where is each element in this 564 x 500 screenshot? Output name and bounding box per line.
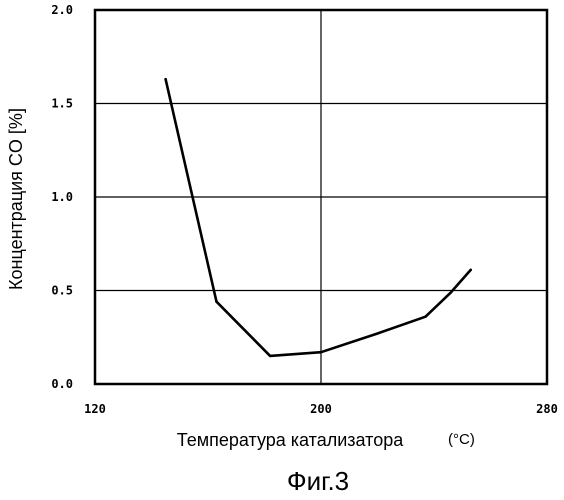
data-point-3 [320,351,322,353]
y-tick-labels: 0.0 0.5 1.0 1.5 2.0 [51,3,73,391]
data-point-0 [164,78,166,80]
data-point-6 [450,291,452,293]
x-tick-label: 120 [84,402,106,416]
y-tick-label: 1.0 [51,190,73,204]
y-tick-label: 0.5 [51,284,73,298]
y-tick-label: 2.0 [51,3,73,17]
y-tick-label: 0.0 [51,377,73,391]
x-axis-label: Температура катализатора [177,430,404,450]
y-axis-label: Концентрация CO [%] [6,108,26,290]
x-tick-labels: 120 200 280 [84,402,558,416]
y-tick-label: 1.5 [51,97,73,111]
data-point-7 [470,269,472,271]
data-point-2 [269,355,271,357]
x-tick-label: 200 [310,402,332,416]
x-tick-label: 280 [536,402,558,416]
series-line [166,79,471,356]
data-point-5 [424,315,426,317]
data-point-4 [376,332,378,334]
data-point-1 [215,301,217,303]
figure-caption: Фиг.3 [287,466,349,496]
x-axis-unit: (°C) [448,431,475,448]
grid [95,10,547,384]
